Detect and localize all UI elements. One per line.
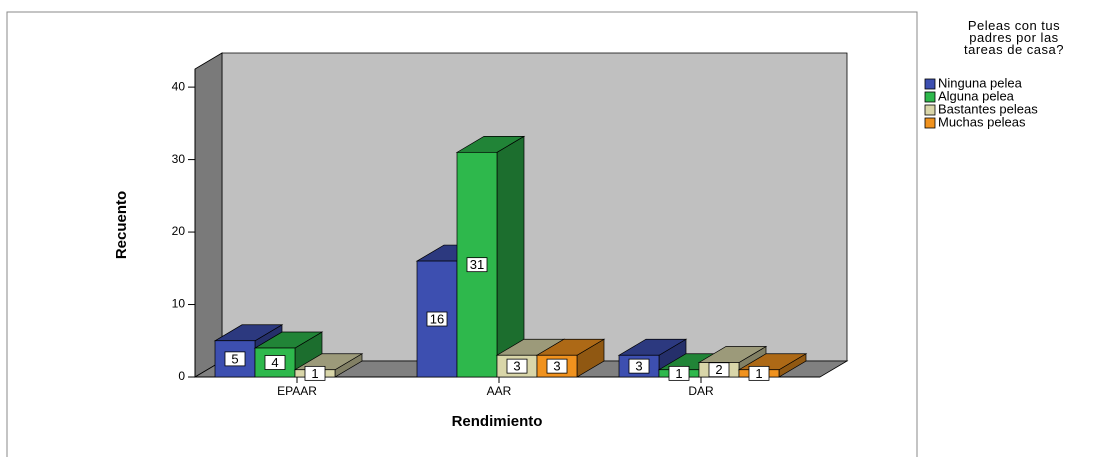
value-label: 16 — [430, 311, 444, 326]
value-label-box — [546, 358, 568, 374]
value-label-box — [708, 362, 730, 378]
y-axis-label: Recuento — [113, 191, 130, 259]
legend-label: Alguna pelea — [938, 88, 1015, 103]
value-label-box — [748, 365, 770, 381]
value-label-box — [628, 358, 650, 374]
value-label-box — [304, 365, 326, 381]
legend-label: Muchas peleas — [938, 114, 1026, 129]
value-label: 1 — [311, 366, 318, 381]
y-tick-label: 30 — [172, 152, 186, 166]
value-label-box — [466, 257, 488, 273]
x-axis-label: Rendimiento — [452, 413, 543, 430]
legend-label: Ninguna pelea — [938, 75, 1023, 90]
value-label-box — [668, 365, 690, 381]
x-tick-label: AAR — [487, 384, 512, 398]
bar-side — [496, 135, 525, 378]
y-tick-label: 20 — [172, 224, 186, 238]
value-label: 1 — [755, 366, 762, 381]
value-label: 31 — [470, 257, 484, 272]
value-label: 3 — [553, 359, 560, 374]
value-label-box — [264, 355, 286, 370]
side-wall — [194, 52, 223, 378]
legend-swatch — [924, 91, 936, 103]
value-label: 1 — [675, 366, 682, 381]
legend-swatch — [924, 117, 936, 129]
value-label-box — [224, 351, 246, 367]
legend-title: Peleas con tus padres por las tareas de … — [963, 18, 1064, 57]
legend-swatch — [924, 104, 936, 116]
y-tick-label: 10 — [172, 297, 186, 311]
legend-swatch — [924, 78, 936, 90]
back-wall — [221, 52, 848, 362]
y-tick-label: 40 — [172, 79, 186, 93]
value-label: 3 — [635, 359, 642, 374]
legend-label: Bastantes peleas — [938, 101, 1038, 116]
value-label-box — [426, 311, 448, 327]
x-tick-label: EPAAR — [277, 384, 317, 398]
value-label: 2 — [715, 362, 722, 377]
value-label: 4 — [271, 355, 278, 370]
value-label: 3 — [513, 359, 520, 374]
y-tick-label: 0 — [178, 369, 185, 383]
value-label-box — [506, 358, 528, 374]
x-tick-label: DAR — [688, 384, 714, 398]
value-label: 5 — [231, 351, 238, 366]
